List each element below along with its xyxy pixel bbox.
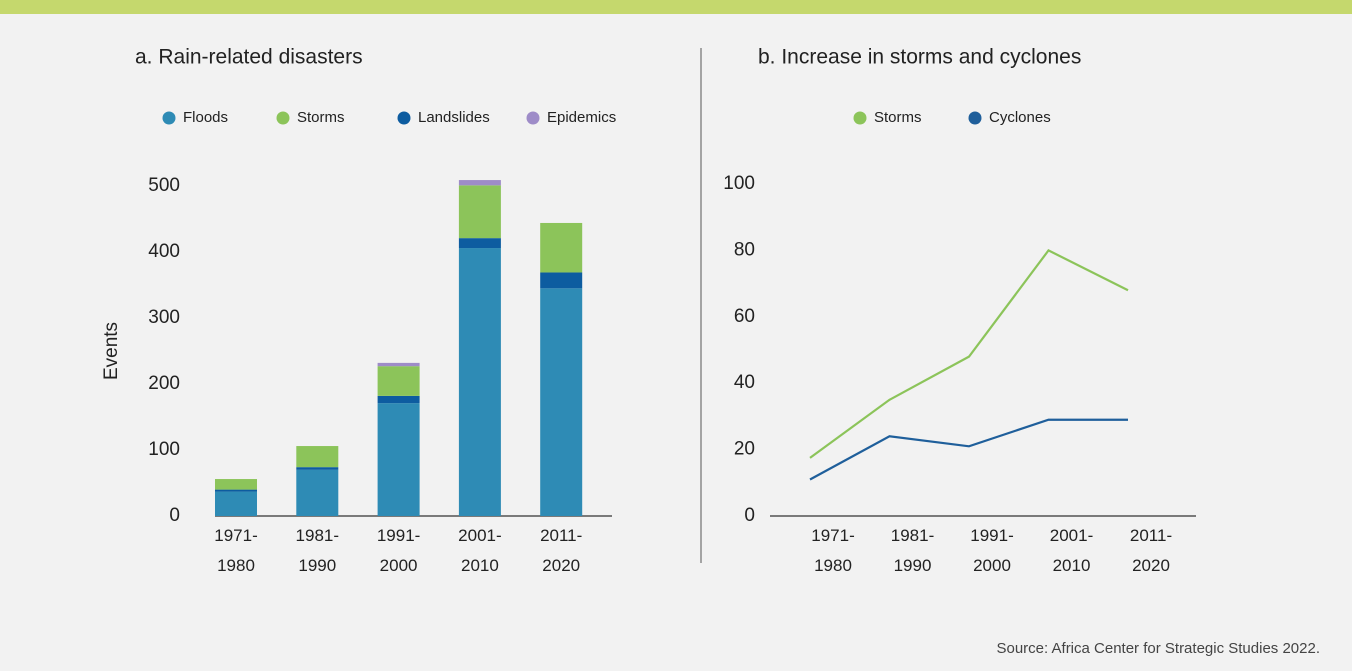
legend-marker [276,111,290,125]
line-series [809,418,1128,481]
y-tick-label: 300 [148,307,180,328]
x-tick-label: 1981-1990 [891,526,934,575]
x-tick-label: 1971-1980 [811,526,854,575]
x-tick-label: 2011-2020 [1130,526,1172,575]
legend-marker [162,111,176,125]
legend-label: Cyclones [989,109,1051,126]
y-tick-label: 60 [734,306,755,327]
x-tick-label: 1991-2000 [970,526,1013,575]
x-tick-label: 2011-2020 [540,526,582,575]
y-tick-label: 200 [148,373,180,394]
x-tick-label: 2001-2010 [458,526,501,575]
legend-label: Floods [183,109,228,126]
y-tick-label: 500 [148,175,180,196]
bar-segment [377,403,420,516]
bar-segment [458,180,501,186]
top-band [0,0,1352,14]
chart-title: a. Rain-related disasters [135,46,363,69]
y-tick-label: 0 [169,505,180,526]
chart-title: b. Increase in storms and cyclones [758,46,1081,69]
y-tick-label: 0 [744,505,755,526]
y-tick-label: 400 [148,241,180,262]
source: Source: Africa Center for Strategic Stud… [996,640,1320,657]
legend-label: Storms [874,109,922,126]
bar-segment [377,366,420,396]
y-tick-label: 80 [734,239,755,260]
legend-marker [968,111,982,125]
bar-segment [377,362,420,367]
y-tick-label: 20 [734,439,755,460]
bar-segment [296,467,339,470]
y-tick-label: 100 [723,173,755,194]
bar-segment [377,395,420,404]
line-series [809,249,1129,459]
legend-label: Storms [297,109,345,126]
x-tick-label: 1981-1990 [296,526,339,575]
x-tick-label: 1971-1980 [214,526,257,575]
legend-marker [397,111,411,125]
y-axis-label: Events [101,322,122,380]
bar-segment [215,491,257,516]
bar-segment [458,238,501,249]
bar-segment [215,479,257,490]
x-tick-label: 2001-2010 [1050,526,1093,575]
bar-segment [458,185,501,239]
bar-segment [296,446,339,468]
legend-marker [853,111,867,125]
legend-label: Epidemics [547,109,616,126]
y-tick-label: 100 [148,439,180,460]
bar-segment [540,222,583,273]
bar-segment [215,489,257,492]
y-tick-label: 40 [734,372,755,393]
bar-segment [458,248,501,517]
bar-segment [540,272,583,289]
legend-label: Landslides [418,109,490,126]
bar-segment [540,288,583,516]
x-tick-label: 1991-2000 [377,526,420,575]
bar-segment [296,469,339,516]
legend-marker [526,111,540,125]
